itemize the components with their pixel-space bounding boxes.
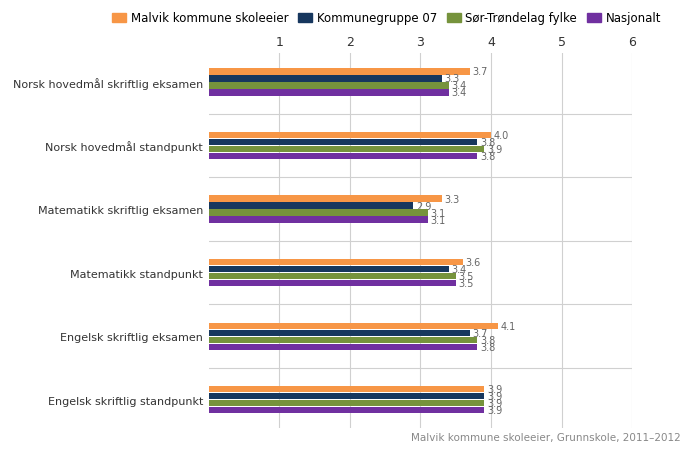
Text: 3.5: 3.5 [459, 278, 474, 289]
Text: 3.9: 3.9 [487, 145, 502, 155]
Text: 3.4: 3.4 [452, 88, 467, 98]
Text: 3.3: 3.3 [445, 74, 460, 84]
Text: 3.9: 3.9 [487, 391, 502, 401]
Bar [208, 267, 449, 273]
Text: 3.4: 3.4 [452, 265, 467, 275]
Text: 3.3: 3.3 [445, 194, 460, 204]
Bar [208, 217, 427, 223]
Text: 3.7: 3.7 [473, 67, 488, 77]
Bar [208, 273, 456, 280]
Text: 3.8: 3.8 [480, 335, 495, 345]
Text: 3.1: 3.1 [430, 208, 445, 218]
Text: 2.9: 2.9 [416, 201, 432, 211]
Bar [208, 344, 477, 350]
Text: 3.8: 3.8 [480, 152, 495, 161]
Text: 3.9: 3.9 [487, 398, 502, 408]
Bar [208, 281, 456, 287]
Text: 3.4: 3.4 [452, 81, 467, 91]
Bar [208, 69, 470, 75]
Text: Malvik kommune skoleeier, Grunnskole, 2011–2012: Malvik kommune skoleeier, Grunnskole, 20… [411, 432, 681, 442]
Bar [208, 203, 414, 209]
Text: 3.8: 3.8 [480, 342, 495, 352]
Text: 3.9: 3.9 [487, 384, 502, 395]
Bar [208, 196, 442, 202]
Bar [208, 259, 463, 266]
Bar [208, 83, 449, 89]
Bar [208, 153, 477, 160]
Text: 3.6: 3.6 [466, 258, 481, 267]
Bar [208, 393, 484, 400]
Text: 3.7: 3.7 [473, 328, 488, 338]
Bar [208, 133, 491, 139]
Bar [208, 407, 484, 414]
Bar [208, 323, 498, 329]
Bar [208, 337, 477, 343]
Text: 3.5: 3.5 [459, 272, 474, 281]
Bar [208, 90, 449, 97]
Bar [208, 330, 470, 336]
Text: 4.0: 4.0 [494, 131, 509, 141]
Bar [208, 210, 427, 216]
Bar [208, 147, 484, 153]
Text: 4.1: 4.1 [501, 321, 516, 331]
Text: 3.8: 3.8 [480, 138, 495, 147]
Text: 3.1: 3.1 [430, 215, 445, 225]
Text: 3.9: 3.9 [487, 405, 502, 415]
Bar [208, 386, 484, 393]
Bar [208, 76, 442, 83]
Bar [208, 400, 484, 406]
Legend: Malvik kommune skoleeier, Kommunegruppe 07, Sør-Trøndelag fylke, Nasjonalt: Malvik kommune skoleeier, Kommunegruppe … [107, 8, 666, 30]
Bar [208, 139, 477, 146]
